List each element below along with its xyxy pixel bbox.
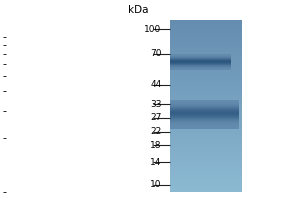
Text: 14: 14 bbox=[150, 158, 161, 167]
Text: 27: 27 bbox=[150, 113, 161, 122]
Text: 44: 44 bbox=[150, 80, 161, 89]
Text: 70: 70 bbox=[150, 49, 161, 58]
Text: 100: 100 bbox=[144, 25, 161, 34]
Text: kDa: kDa bbox=[128, 5, 149, 15]
Text: 18: 18 bbox=[150, 141, 161, 150]
Text: 33: 33 bbox=[150, 100, 161, 109]
Text: 22: 22 bbox=[150, 127, 161, 136]
Text: 10: 10 bbox=[150, 180, 161, 189]
